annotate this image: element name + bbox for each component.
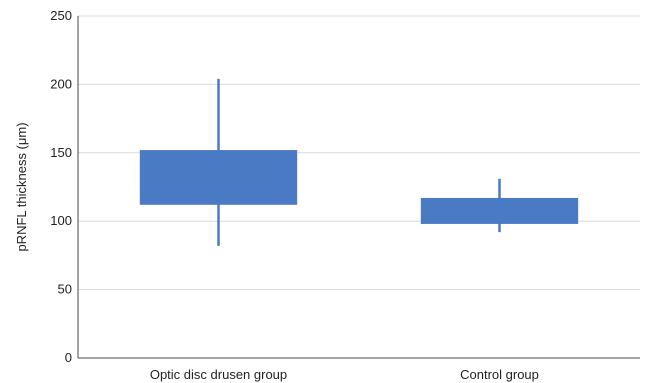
box-2: [420, 178, 579, 233]
y-tick-label: 150: [50, 145, 72, 160]
x-tick-label: Optic disc drusen group: [150, 367, 287, 382]
y-tick-label: 100: [50, 213, 72, 228]
box-1: [139, 78, 298, 246]
x-tick-labels: Optic disc drusen group Control group: [150, 367, 539, 382]
box-iqr: [139, 150, 298, 205]
y-axis-title: pRNFL thickness (μm): [14, 122, 29, 251]
box-iqr: [420, 197, 579, 224]
y-tick-label: 250: [50, 8, 72, 23]
boxes: [139, 78, 579, 246]
y-tick-labels: 0 50 100 150 200 250: [50, 8, 72, 365]
y-tick-label: 0: [65, 350, 72, 365]
y-tick-label: 50: [58, 282, 72, 297]
y-tick-label: 200: [50, 76, 72, 91]
x-tick-label: Control group: [460, 367, 539, 382]
